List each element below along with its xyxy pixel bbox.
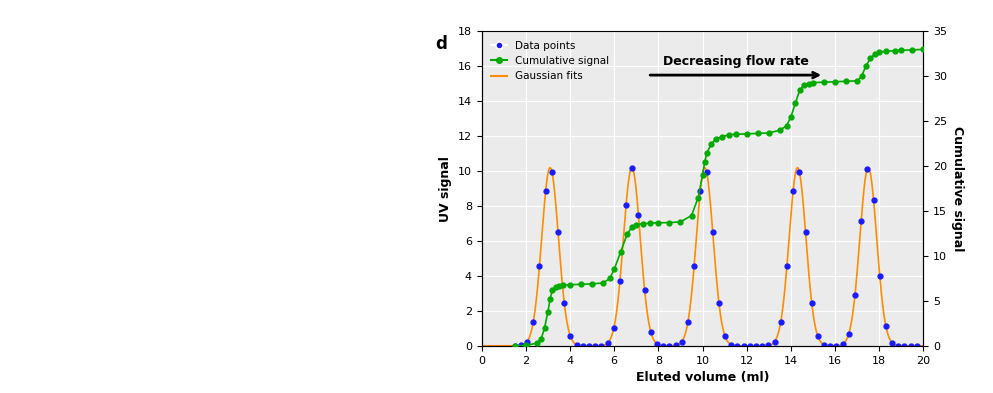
Legend: Data points, Cumulative signal, Gaussian fits: Data points, Cumulative signal, Gaussian… — [487, 37, 614, 85]
Text: d: d — [435, 35, 447, 53]
Y-axis label: UV signal: UV signal — [439, 156, 452, 222]
X-axis label: Eluted volume (ml): Eluted volume (ml) — [636, 371, 770, 384]
Y-axis label: Cumulative signal: Cumulative signal — [951, 126, 964, 252]
Text: Decreasing flow rate: Decreasing flow rate — [662, 55, 808, 68]
